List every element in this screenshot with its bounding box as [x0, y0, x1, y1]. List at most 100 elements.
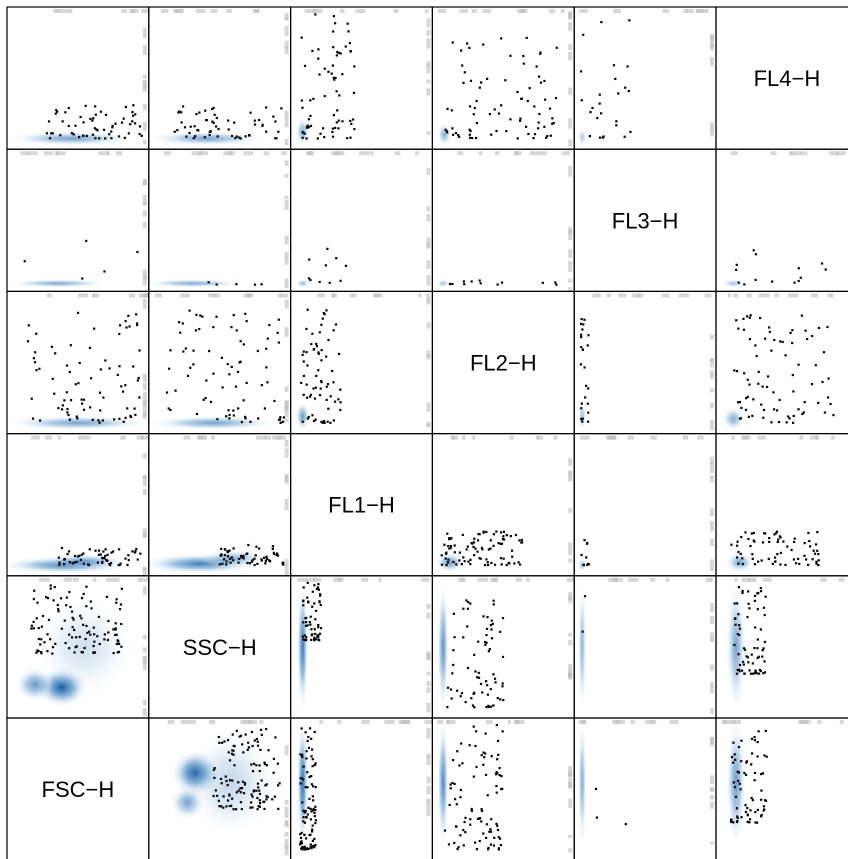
outlier-point	[302, 599, 305, 602]
edge-density-mark	[424, 9, 429, 13]
outlier-point	[251, 744, 254, 748]
outlier-point	[446, 561, 449, 564]
edge-density-mark	[665, 577, 670, 582]
outlier-point	[778, 398, 781, 402]
edge-density-mark	[378, 577, 382, 582]
outlier-point	[315, 587, 319, 591]
outlier-point	[587, 563, 590, 566]
outlier-point	[753, 735, 756, 739]
outlier-point	[350, 122, 353, 125]
outlier-point	[233, 745, 236, 748]
outlier-point	[133, 407, 136, 410]
edge-density-mark	[284, 160, 289, 167]
outlier-point	[741, 591, 744, 594]
outlier-point	[228, 373, 231, 376]
edge-density-mark	[829, 151, 839, 156]
edge-density-mark	[142, 655, 147, 664]
outlier-point	[260, 733, 263, 737]
outlier-point	[268, 323, 271, 327]
outlier-point	[454, 131, 458, 135]
outlier-point	[473, 706, 476, 709]
outlier-point	[329, 421, 332, 424]
edge-density-mark	[312, 9, 323, 13]
edge-density-mark	[56, 9, 65, 13]
outlier-point	[80, 553, 83, 556]
edge-density-mark	[451, 435, 456, 440]
outlier-point	[46, 597, 50, 600]
outlier-point	[314, 762, 317, 765]
edge-density-mark	[137, 577, 142, 582]
outlier-point	[486, 693, 490, 696]
outlier-point	[482, 763, 485, 766]
outlier-point	[763, 640, 767, 644]
outlier-point	[817, 401, 820, 404]
outlier-point	[324, 264, 327, 267]
outlier-point	[470, 280, 473, 283]
outlier-point	[476, 817, 480, 820]
outlier-point	[255, 789, 258, 792]
outlier-point	[93, 633, 96, 636]
outlier-point	[474, 841, 477, 844]
edge-density-mark	[788, 293, 799, 298]
outlier-point	[325, 398, 328, 401]
edge-density-mark	[284, 409, 289, 418]
panel-frame	[431, 6, 575, 150]
outlier-point	[138, 132, 141, 136]
outlier-point	[499, 557, 503, 560]
outlier-point	[92, 117, 95, 120]
outlier-point	[314, 843, 317, 847]
outlier-point	[225, 560, 228, 563]
outlier-point	[768, 326, 771, 329]
outlier-point	[217, 799, 220, 802]
panel-frame	[148, 290, 292, 435]
outlier-point	[259, 728, 263, 731]
outlier-point	[450, 537, 453, 540]
outlier-point	[131, 111, 134, 114]
outlier-point	[752, 539, 755, 542]
outlier-point	[111, 126, 114, 129]
outlier-point	[776, 553, 779, 556]
outlier-point	[591, 106, 594, 110]
panel-frame	[431, 717, 575, 859]
outlier-point	[317, 626, 320, 629]
outlier-point	[615, 120, 618, 123]
outlier-point	[102, 128, 106, 131]
outlier-point	[580, 417, 583, 421]
outlier-point	[103, 638, 106, 641]
edge-density-mark	[54, 151, 59, 156]
outlier-point	[516, 137, 519, 140]
outlier-point	[737, 550, 740, 554]
outlier-point	[277, 807, 280, 811]
outlier-point	[461, 762, 464, 765]
outlier-point	[451, 672, 454, 675]
outlier-point	[750, 796, 753, 800]
outlier-point	[230, 804, 233, 808]
edge-density-mark	[142, 222, 147, 228]
outlier-point	[468, 105, 472, 108]
outlier-point	[460, 49, 463, 52]
edge-density-mark	[710, 456, 714, 465]
outlier-point	[234, 808, 238, 811]
outlier-point	[626, 65, 629, 68]
edge-density-mark	[142, 298, 147, 309]
edge-density-mark	[207, 293, 216, 298]
outlier-point	[449, 783, 452, 786]
outlier-point	[332, 381, 335, 384]
outlier-point	[99, 409, 102, 412]
outlier-point	[737, 327, 740, 330]
edge-density-mark	[142, 179, 147, 186]
outlier-point	[313, 639, 316, 642]
outlier-point	[301, 635, 304, 638]
outlier-point	[492, 599, 495, 602]
edge-density-mark	[142, 79, 147, 89]
outlier-point	[230, 365, 233, 369]
outlier-point	[336, 50, 339, 54]
outlier-point	[451, 781, 454, 785]
outlier-point	[120, 587, 123, 590]
outlier-point	[617, 92, 620, 95]
outlier-point	[70, 636, 74, 639]
outlier-point	[740, 739, 743, 742]
outlier-point	[232, 559, 235, 562]
outlier-point	[75, 636, 78, 639]
edge-density-mark	[471, 435, 476, 440]
